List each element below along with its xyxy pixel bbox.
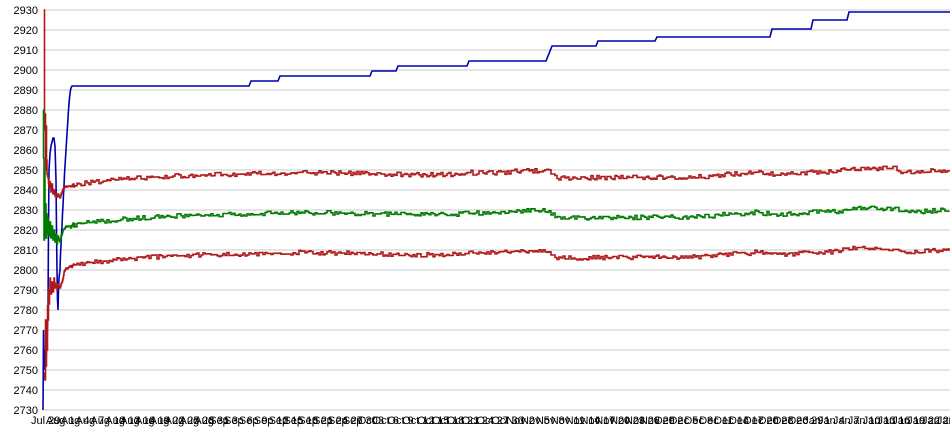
- x-tick-label: Sep 3: [209, 415, 238, 427]
- y-tick-label: 2830: [14, 205, 38, 217]
- x-tick-label: Dec 20: [744, 415, 779, 427]
- y-tick-label: 2930: [14, 5, 38, 17]
- y-tick-label: 2850: [14, 165, 38, 177]
- x-tick-label: Aug 19: [135, 415, 170, 427]
- x-tick-label: Oct 12: [402, 415, 434, 427]
- x-tick-label: Aug 28: [180, 415, 215, 427]
- x-tick-label: Oct 21: [447, 415, 479, 427]
- x-tick-label: Nov 20: [595, 415, 630, 427]
- x-tick-label: Sep 6: [224, 415, 253, 427]
- y-tick-label: 2820: [14, 225, 38, 237]
- x-tick-label: Aug 25: [165, 415, 200, 427]
- x-tick-label: Nov 29: [640, 415, 675, 427]
- x-tick-label: Jan 10: [848, 415, 881, 427]
- x-tick-label: Dec 29: [788, 415, 823, 427]
- y-tick-label: 2860: [14, 145, 38, 157]
- x-tick-label: Sep 27: [328, 415, 363, 427]
- x-tick-label: Aug 31: [194, 415, 229, 427]
- x-tick-label: Dec 11: [699, 415, 733, 427]
- x-tick-label: Oct 18: [432, 415, 464, 427]
- x-tick-label: Jan 4: [818, 415, 845, 427]
- x-tick-label: Nov 5: [521, 415, 550, 427]
- x-tick-label: Oct 6: [373, 415, 399, 427]
- x-tick-label: Dec 26: [774, 415, 809, 427]
- x-tick-label: Sep 30: [343, 415, 378, 427]
- x-tick-label: Aug 16: [120, 415, 155, 427]
- x-tick-label: Sep 9: [239, 415, 268, 427]
- x-tick-label: Jan 13: [863, 415, 896, 427]
- x-tick-label: Jan 22: [907, 415, 940, 427]
- x-tick-label: Sep 15: [269, 415, 304, 427]
- y-tick-label: 2870: [14, 125, 38, 137]
- x-tick-label: Jan 25: [922, 415, 950, 427]
- x-tick-label: Dec 8: [684, 415, 713, 427]
- x-tick-label: Dec 14: [714, 415, 749, 427]
- x-tick-label: Oct 27: [477, 415, 509, 427]
- x-tick-label: Nov 2: [506, 415, 535, 427]
- y-tick-label: 2770: [14, 325, 38, 337]
- series-blue-step-line: [42, 11, 950, 411]
- x-tick-label: Jan 19: [892, 415, 925, 427]
- x-tick-label: Aug 4: [61, 415, 90, 427]
- series-upper-red-line: [43, 9, 950, 199]
- y-tick-label: 2880: [14, 105, 38, 117]
- x-tick-label: Nov 8: [536, 415, 565, 427]
- x-tick-label: Aug 1: [46, 415, 75, 427]
- y-tick-label: 2740: [14, 385, 38, 397]
- series-lower-red-line: [43, 245, 950, 381]
- x-tick-label: Jan 7: [833, 415, 860, 427]
- x-tick-label: Sep 12: [254, 415, 289, 427]
- y-tick-label: 2920: [14, 25, 38, 37]
- x-tick-label: Oct 3: [358, 415, 384, 427]
- y-tick-label: 2750: [14, 365, 38, 377]
- x-tick-label: Nov 14: [566, 415, 601, 427]
- x-tick-label: Dec 23: [759, 415, 794, 427]
- x-tick-label: Dec 2: [655, 415, 684, 427]
- y-tick-label: 2900: [14, 65, 38, 77]
- y-tick-label: 2800: [14, 265, 38, 277]
- x-tick-label: Nov 26: [625, 415, 660, 427]
- x-tick-label: Aug 7: [76, 415, 105, 427]
- y-tick-label: 2730: [14, 405, 38, 417]
- x-tick-label: Sep 21: [298, 415, 333, 427]
- x-tick-label: Nov 23: [610, 415, 645, 427]
- series-layer: [42, 9, 950, 411]
- y-tick-label: 2810: [14, 245, 38, 257]
- y-tick-label: 2780: [14, 305, 38, 317]
- x-tick-label: Aug 10: [90, 415, 125, 427]
- y-axis-labels: 2930 2920 2910 2900 2890 2880 2870 2860 2850 2840…: [14, 5, 38, 417]
- x-tick-label: Jan 16: [877, 415, 910, 427]
- x-tick-label: Oct 24: [462, 415, 494, 427]
- x-tick-label: Sep 24: [313, 415, 348, 427]
- x-tick-label: Oct 9: [387, 415, 413, 427]
- x-tick-label: Oct 15: [417, 415, 449, 427]
- y-tick-label: 2790: [14, 285, 38, 297]
- x-tick-label: Dec 17: [729, 415, 764, 427]
- x-tick-label: Sep 18: [283, 415, 318, 427]
- x-tick-label: Nov 17: [580, 415, 615, 427]
- x-tick-label: Jan 28: [937, 415, 950, 427]
- x-tick-label: Dec 5: [670, 415, 699, 427]
- series-mid-green-line: [42, 109, 950, 245]
- x-tick-label: Oct 30: [491, 415, 523, 427]
- x-tick-label: Jan 1: [803, 415, 830, 427]
- x-tick-label: Jul 29: [31, 415, 60, 427]
- y-tick-label: 2840: [14, 185, 38, 197]
- x-tick-label: Nov 11: [551, 415, 585, 427]
- x-tick-label: Aug 22: [150, 415, 185, 427]
- y-tick-label: 2760: [14, 345, 38, 357]
- gridlines: [43, 9, 950, 411]
- y-tick-label: 2910: [14, 45, 38, 57]
- y-tick-label: 2890: [14, 85, 38, 97]
- x-tick-label: Aug 13: [105, 415, 140, 427]
